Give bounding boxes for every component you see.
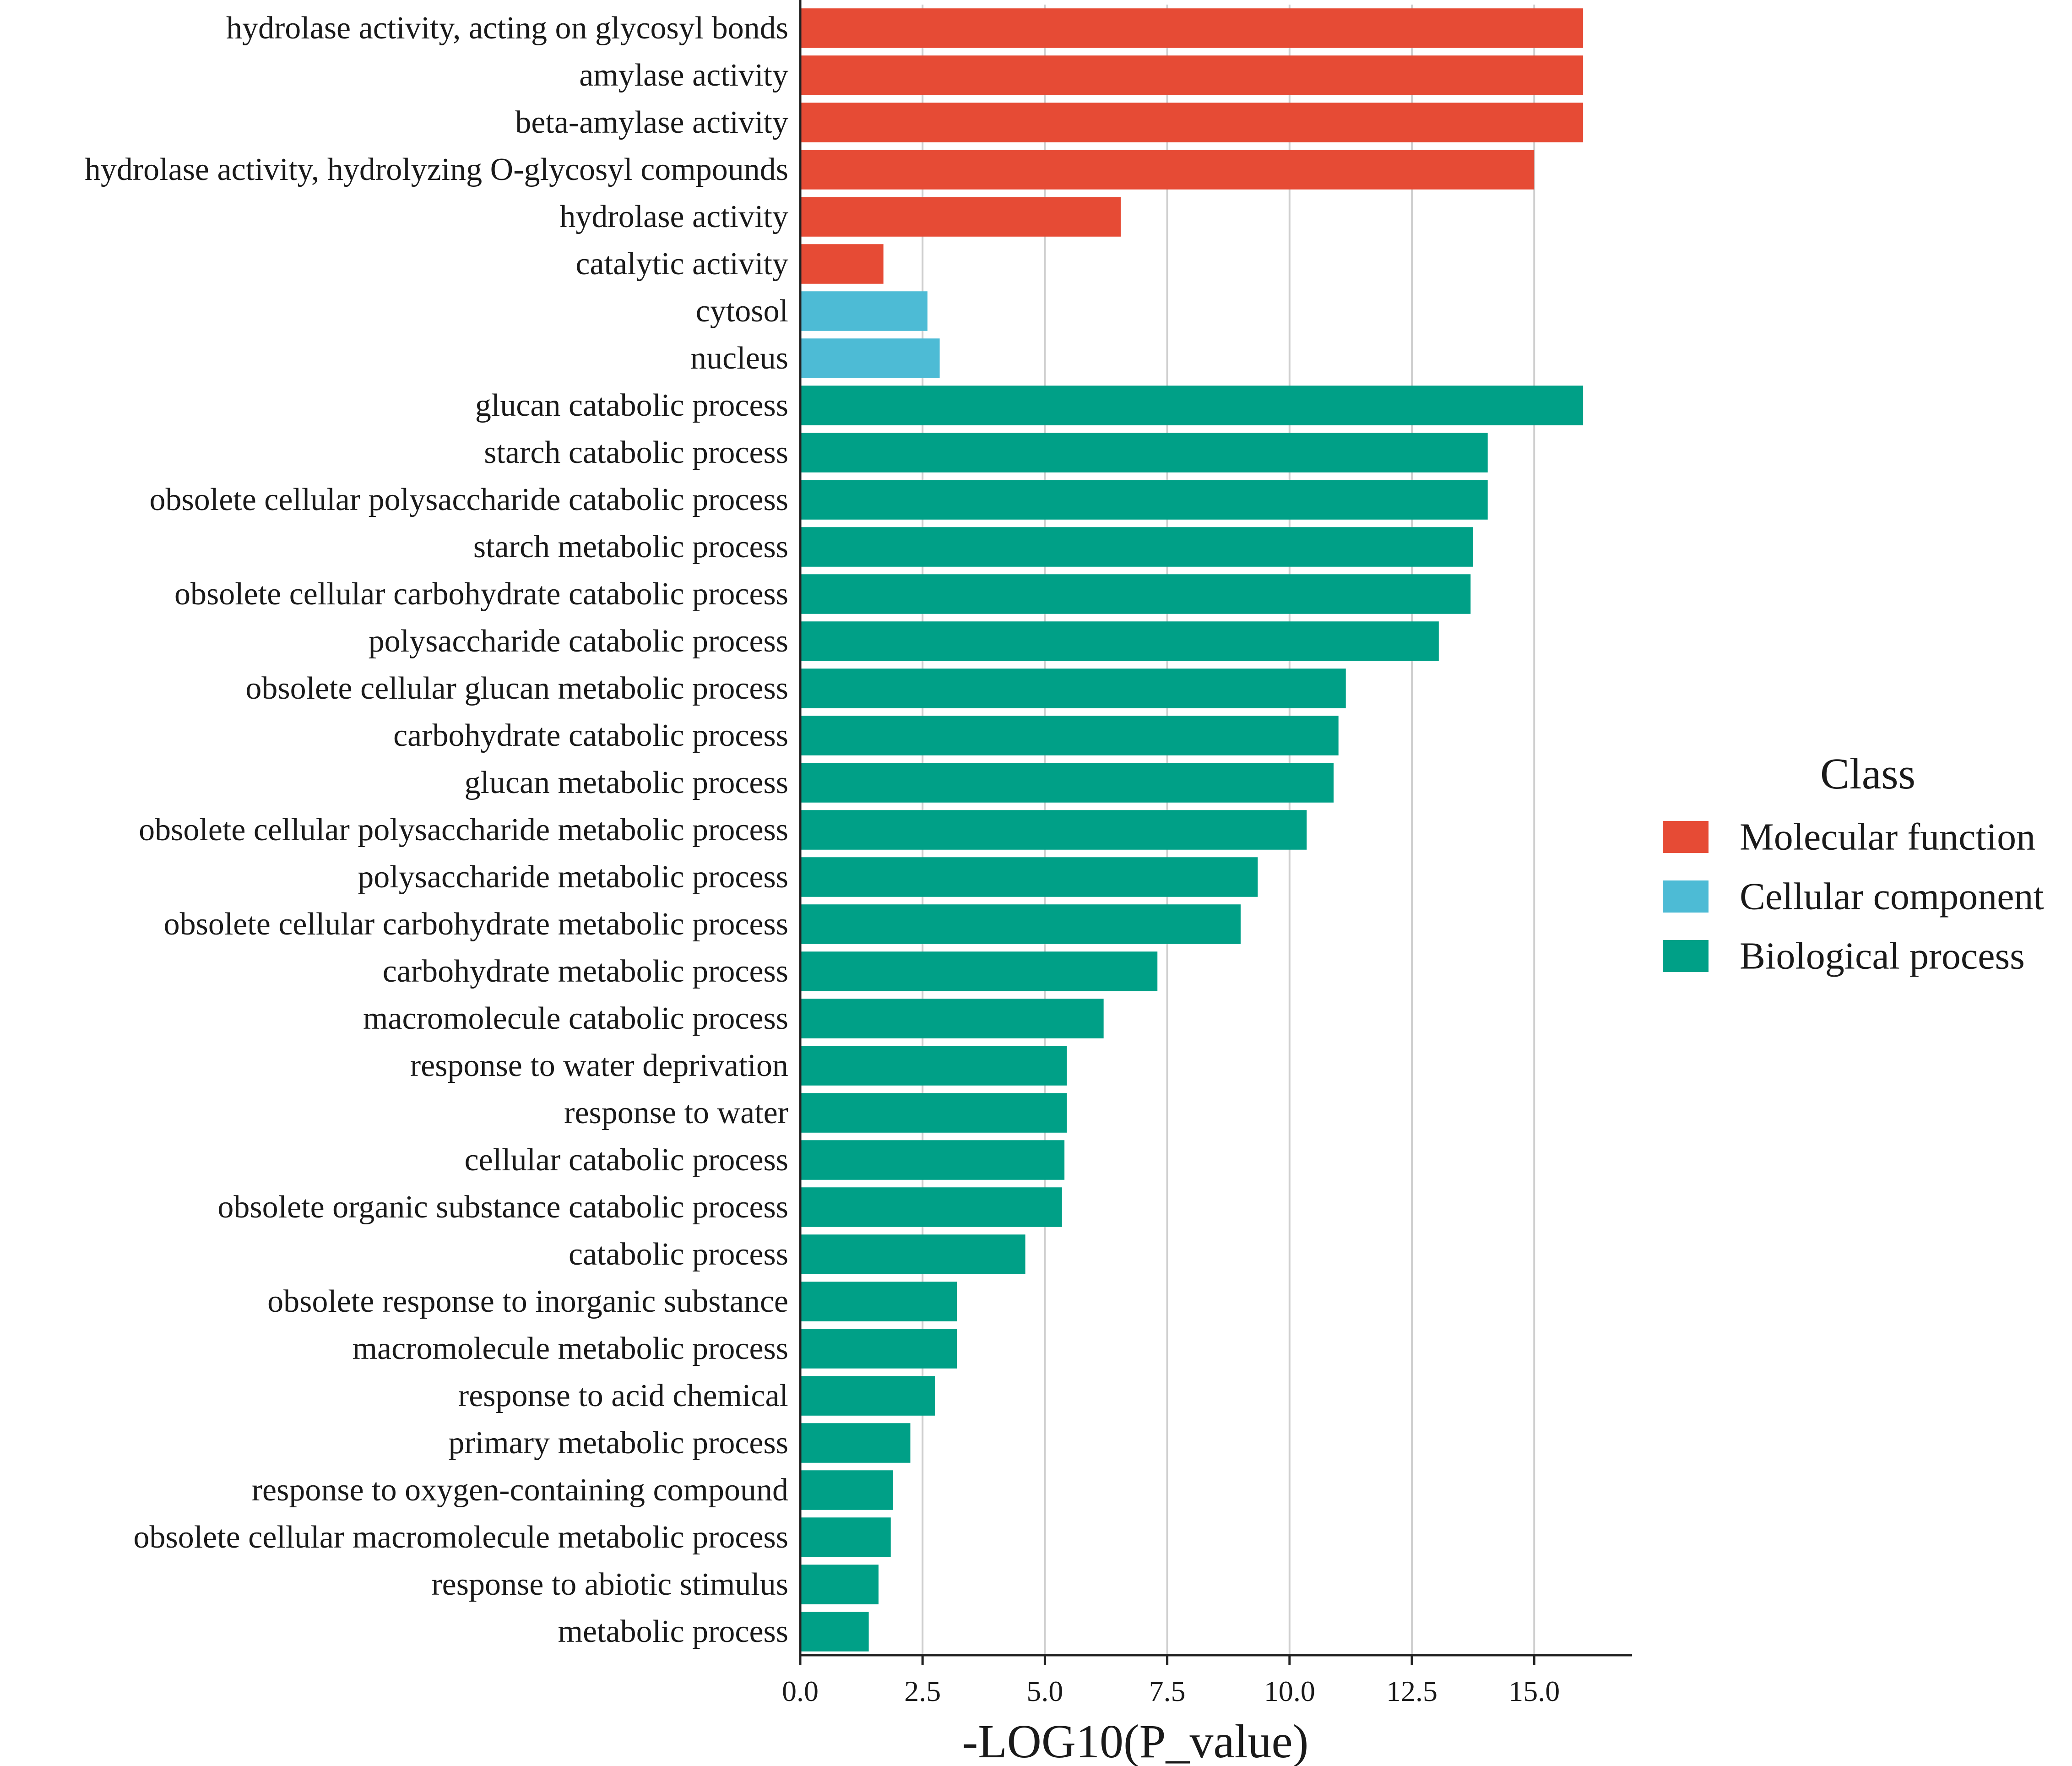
bar-amylase-activity — [800, 55, 1584, 95]
category-label: obsolete organic substance catabolic pro… — [217, 1190, 788, 1225]
category-label: hydrolase activity, hydrolyzing O-glycos… — [85, 152, 788, 187]
category-label: macromolecule metabolic process — [353, 1331, 788, 1366]
category-label: polysaccharide catabolic process — [369, 624, 788, 659]
category-label: catalytic activity — [575, 246, 788, 282]
x-tick-label: 12.5 — [1386, 1675, 1437, 1707]
category-label: beta-amylase activity — [515, 105, 788, 140]
x-tick-label: 0.0 — [782, 1675, 819, 1707]
legend-label: Biological process — [1740, 935, 2025, 978]
category-label: hydrolase activity, acting on glycosyl b… — [226, 11, 788, 46]
category-label: carbohydrate catabolic process — [393, 718, 788, 753]
bar-obsolete-cellular-macromolecule-metabolic-process — [800, 1517, 891, 1557]
legend-label: Cellular component — [1740, 875, 2044, 918]
bar-hydrolase-activity-hydrolyzing-o-glycosyl-compounds — [800, 150, 1535, 190]
bar-response-to-acid-chemical — [800, 1376, 935, 1416]
category-label: obsolete cellular carbohydrate metabolic… — [164, 907, 788, 942]
category-label: obsolete response to inorganic substance — [267, 1284, 788, 1319]
category-label: metabolic process — [558, 1614, 788, 1649]
category-label: carbohydrate metabolic process — [383, 954, 788, 989]
bar-obsolete-cellular-carbohydrate-catabolic-process — [800, 574, 1471, 614]
bar-response-to-oxygen-containing-compound — [800, 1470, 894, 1510]
x-axis-ticks: 0.0 2.5 5.0 7.5 10.0 12.5 15.0 — [782, 1655, 1560, 1707]
bar-hydrolase-activity — [800, 197, 1121, 237]
category-label: cytosol — [696, 293, 788, 329]
category-label: obsolete cellular glucan metabolic proce… — [245, 671, 788, 706]
bar-obsolete-cellular-polysaccharide-metabolic-process — [800, 810, 1307, 850]
bar-cytosol — [800, 291, 928, 331]
category-label: starch catabolic process — [484, 435, 788, 470]
bar-catabolic-process — [800, 1234, 1025, 1274]
category-label: obsolete cellular macromolecule metaboli… — [133, 1520, 788, 1555]
legend: Class Molecular function Cellular compone… — [1663, 749, 2044, 978]
category-label: response to water — [564, 1095, 788, 1130]
category-label: hydrolase activity — [559, 199, 788, 234]
category-label: macromolecule catabolic process — [363, 1001, 788, 1036]
category-label: obsolete cellular polysaccharide metabol… — [139, 812, 788, 848]
bar-beta-amylase-activity — [800, 103, 1584, 142]
category-label: response to water deprivation — [410, 1048, 788, 1083]
x-tick-label: 7.5 — [1149, 1675, 1186, 1707]
bar-macromolecule-metabolic-process — [800, 1329, 957, 1369]
category-label: catabolic process — [569, 1237, 788, 1272]
category-labels: hydrolase activity, acting on glycosyl b… — [85, 11, 788, 1649]
category-label: glucan metabolic process — [464, 765, 788, 800]
category-label: nucleus — [690, 341, 788, 376]
bar-glucan-catabolic-process — [800, 386, 1584, 425]
legend-label: Molecular function — [1740, 816, 2035, 859]
bar-response-to-water — [800, 1093, 1067, 1133]
bar-response-to-water-deprivation — [800, 1046, 1067, 1086]
category-label: amylase activity — [579, 58, 788, 93]
bar-polysaccharide-catabolic-process — [800, 621, 1439, 661]
bar-glucan-metabolic-process — [800, 763, 1334, 803]
x-tick-label: 10.0 — [1264, 1675, 1315, 1707]
x-tick-label: 2.5 — [904, 1675, 941, 1707]
bar-cellular-catabolic-process — [800, 1140, 1065, 1180]
bar-hydrolase-activity-acting-on-glycosyl-bonds — [800, 8, 1584, 48]
legend-title: Class — [1820, 749, 1915, 798]
legend-swatch-molecular-function — [1663, 821, 1709, 853]
category-label: response to oxygen-containing compound — [252, 1473, 788, 1508]
bars — [800, 8, 1584, 1652]
bar-nucleus — [800, 338, 940, 378]
bar-polysaccharide-metabolic-process — [800, 857, 1258, 897]
x-tick-label: 15.0 — [1508, 1675, 1560, 1707]
bar-catalytic-activity — [800, 244, 884, 284]
bar-obsolete-cellular-carbohydrate-metabolic-process — [800, 904, 1241, 944]
bar-obsolete-cellular-glucan-metabolic-process — [800, 668, 1346, 708]
category-label: obsolete cellular carbohydrate catabolic… — [174, 576, 788, 612]
category-label: glucan catabolic process — [475, 388, 788, 423]
category-label: polysaccharide metabolic process — [358, 859, 788, 895]
bar-primary-metabolic-process — [800, 1423, 911, 1463]
category-label: primary metabolic process — [448, 1425, 788, 1461]
category-label: response to abiotic stimulus — [431, 1567, 788, 1602]
bar-carbohydrate-metabolic-process — [800, 951, 1158, 991]
bar-obsolete-cellular-polysaccharide-catabolic-process — [800, 480, 1488, 520]
x-axis-title: -LOG10(P_value) — [962, 1715, 1309, 1766]
bar-starch-metabolic-process — [800, 527, 1473, 567]
category-label: starch metabolic process — [473, 529, 788, 565]
category-label: obsolete cellular polysaccharide catabol… — [150, 482, 789, 517]
bar-starch-catabolic-process — [800, 433, 1488, 473]
category-label: response to acid chemical — [458, 1378, 788, 1413]
legend-swatch-cellular-component — [1663, 880, 1709, 913]
bar-carbohydrate-catabolic-process — [800, 716, 1339, 755]
bar-obsolete-organic-substance-catabolic-process — [800, 1187, 1062, 1227]
bar-metabolic-process — [800, 1612, 869, 1652]
legend-swatch-biological-process — [1663, 940, 1709, 972]
bar-obsolete-response-to-inorganic-substance — [800, 1282, 957, 1321]
x-tick-label: 5.0 — [1026, 1675, 1063, 1707]
bar-response-to-abiotic-stimulus — [800, 1565, 879, 1604]
category-label: cellular catabolic process — [465, 1142, 788, 1178]
bar-macromolecule-catabolic-process — [800, 999, 1104, 1038]
